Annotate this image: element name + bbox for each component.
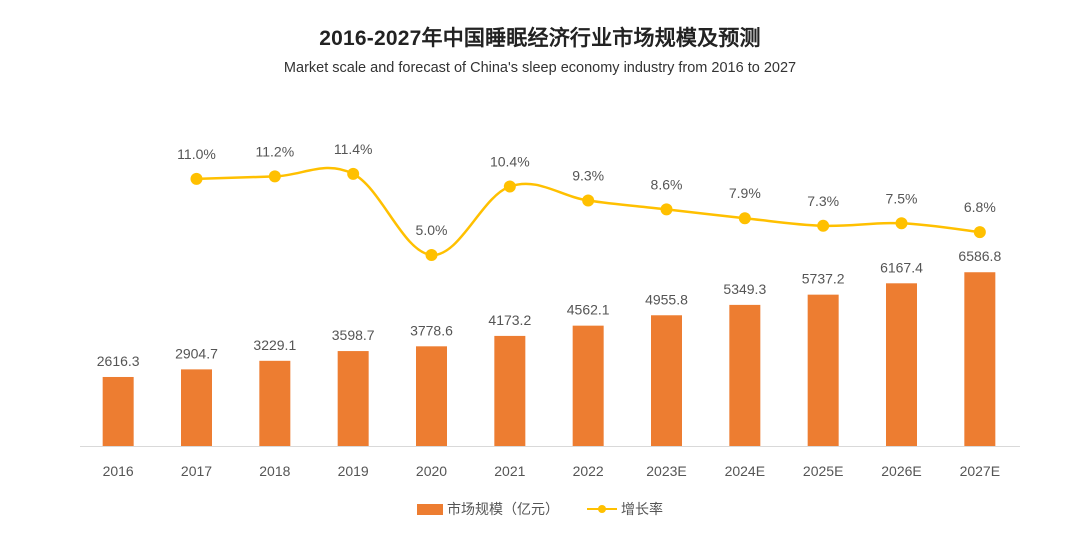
x-tick-label: 2024E (725, 463, 765, 479)
x-tick-label: 2026E (881, 463, 921, 479)
line-point (268, 170, 281, 183)
line-data-label: 11.2% (255, 143, 294, 159)
line-point (425, 248, 438, 261)
bar (494, 335, 526, 446)
bar (337, 351, 369, 446)
bar (259, 360, 291, 446)
bar-data-label: 4173.2 (488, 312, 531, 328)
bar-data-label: 6586.8 (958, 248, 1001, 264)
x-tick-label: 2017 (181, 463, 212, 479)
line-data-label: 7.5% (886, 190, 918, 206)
bar-data-label: 3778.6 (410, 322, 453, 338)
legend-label-growth-rate: 增长率 (621, 501, 663, 517)
growth-rate-line (196, 166, 980, 257)
line-data-label: 11.4% (334, 141, 373, 157)
bar-data-label: 4955.8 (645, 291, 688, 307)
bar (729, 304, 761, 446)
line-series (190, 166, 986, 261)
bar-labels: 2616.3 2904.7 3229.1 3598.7 3778.6 4173.2 4562… (97, 248, 1002, 369)
line-data-label: 8.6% (651, 176, 683, 192)
line-labels: 11.0% 11.2% 11.4% 5.0% 10.4% 9.3% 8.6% 7.9% 7.3%… (177, 141, 996, 238)
line-swatch-icon (587, 503, 617, 515)
line-point (973, 226, 986, 239)
legend-label-market-size: 市场规模（亿元） (447, 501, 559, 517)
line-data-label: 9.3% (572, 167, 604, 183)
line-data-label: 6.8% (964, 199, 996, 215)
bar (416, 346, 447, 446)
line-point (738, 212, 751, 225)
line-point (895, 217, 908, 230)
line-point (347, 167, 360, 180)
bar-data-label: 5737.2 (802, 271, 845, 287)
bar-data-label: 4562.1 (567, 302, 610, 318)
bar (102, 376, 134, 446)
line-point (660, 203, 673, 216)
line-point (817, 219, 830, 232)
bar-series (102, 272, 996, 446)
line-point (503, 180, 516, 193)
bar-data-label: 6167.4 (880, 259, 923, 275)
x-tick-label: 2020 (416, 463, 447, 479)
chart-title: 2016-2027年中国睡眠经济行业市场规模及预测 (319, 27, 761, 50)
bar (807, 294, 839, 446)
bar (964, 272, 996, 446)
x-tick-label: 2019 (338, 463, 369, 479)
x-tick-label: 2021 (494, 463, 525, 479)
bar (651, 315, 682, 446)
x-tick-label: 2025E (803, 463, 843, 479)
legend-item-growth-rate[interactable]: 增长率 (587, 499, 663, 519)
line-data-label: 11.0% (177, 146, 216, 162)
bar-data-label: 3598.7 (332, 327, 375, 343)
bar-swatch-icon (417, 503, 443, 515)
line-data-label: 10.4% (490, 154, 530, 170)
x-tick-label: 2023E (646, 463, 686, 479)
bar-data-label: 2616.3 (97, 353, 140, 369)
chart-subtitle: Market scale and forecast of China's sle… (283, 60, 797, 76)
legend-item-market-size[interactable]: 市场规模（亿元） (417, 499, 559, 519)
bar (572, 325, 604, 446)
bar (181, 369, 212, 446)
legend: 市场规模（亿元） 增长率 (0, 499, 1080, 519)
x-axis-ticks: 2016 2017 2018 2019 2020 2021 2022 2023E 2024E 20… (103, 463, 1000, 479)
x-tick-label: 2016 (103, 463, 134, 479)
bar-data-label: 5349.3 (723, 281, 766, 297)
bar-data-label: 2904.7 (175, 345, 218, 361)
line-data-label: 7.3% (807, 193, 839, 209)
line-data-label: 7.9% (729, 185, 761, 201)
bar-data-label: 3229.1 (253, 337, 296, 353)
x-tick-label: 2018 (259, 463, 290, 479)
bar (886, 283, 917, 446)
x-tick-label: 2027E (960, 463, 1000, 479)
line-data-label: 5.0% (416, 222, 448, 238)
line-point (582, 194, 595, 207)
x-tick-label: 2022 (573, 463, 604, 479)
line-point (190, 172, 203, 185)
